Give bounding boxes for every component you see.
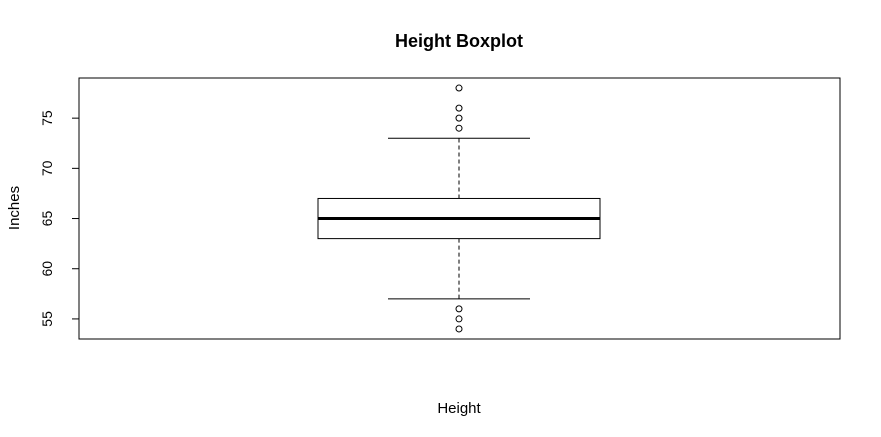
- x-axis-label: Height: [437, 400, 481, 417]
- outlier-point: [455, 114, 463, 122]
- box-group: [317, 84, 601, 333]
- y-axis: 55 60 65 70 75: [39, 110, 80, 327]
- outlier-point: [455, 305, 463, 313]
- chart-title: Height Boxplot: [395, 31, 523, 51]
- outlier-point: [455, 325, 463, 333]
- y-tick-label: 70: [39, 160, 55, 176]
- y-tick-label: 75: [39, 110, 55, 126]
- outlier-point: [455, 315, 463, 323]
- outlier-point: [455, 104, 463, 112]
- y-axis-label: Inches: [6, 186, 23, 230]
- outlier-point: [455, 84, 463, 92]
- y-tick-label: 55: [39, 311, 55, 327]
- y-tick-label: 65: [39, 211, 55, 227]
- outlier-point: [455, 124, 463, 132]
- y-tick-label: 60: [39, 261, 55, 277]
